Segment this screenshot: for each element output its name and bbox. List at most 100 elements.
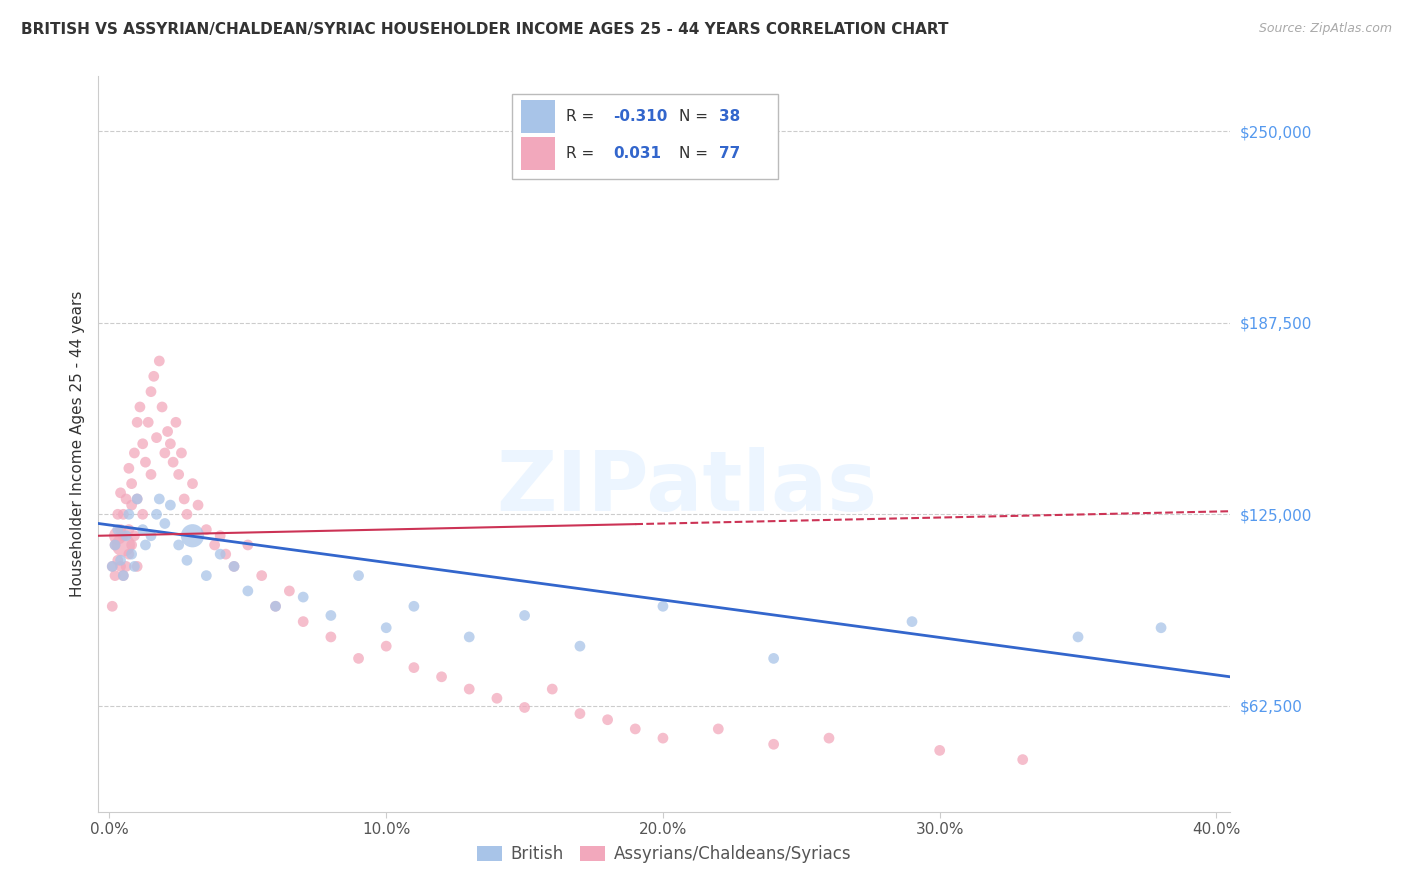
Point bbox=[173, 491, 195, 506]
Point bbox=[148, 354, 170, 368]
Point bbox=[568, 639, 591, 653]
Point bbox=[127, 491, 149, 506]
Point bbox=[375, 621, 398, 635]
Point bbox=[118, 461, 141, 475]
Point bbox=[129, 400, 152, 414]
Point bbox=[652, 599, 675, 614]
Point bbox=[112, 529, 135, 543]
Point bbox=[104, 568, 127, 582]
Text: 0.031: 0.031 bbox=[613, 145, 661, 161]
Point bbox=[118, 547, 141, 561]
Point bbox=[110, 553, 132, 567]
Point bbox=[292, 590, 315, 604]
Point bbox=[131, 508, 153, 522]
Point bbox=[124, 529, 146, 543]
Point bbox=[762, 651, 785, 665]
Point bbox=[513, 700, 536, 714]
Point bbox=[513, 608, 536, 623]
Point bbox=[104, 538, 127, 552]
FancyBboxPatch shape bbox=[512, 95, 778, 178]
Text: 38: 38 bbox=[718, 109, 740, 124]
Point bbox=[215, 547, 238, 561]
Point bbox=[195, 568, 218, 582]
Point bbox=[624, 722, 647, 736]
Text: 77: 77 bbox=[718, 145, 740, 161]
Point bbox=[101, 559, 124, 574]
Point bbox=[222, 559, 245, 574]
Point bbox=[402, 599, 425, 614]
Point bbox=[148, 491, 170, 506]
Point bbox=[112, 538, 135, 552]
Point bbox=[121, 498, 143, 512]
Point bbox=[124, 559, 146, 574]
Point bbox=[121, 476, 143, 491]
Text: R =: R = bbox=[565, 145, 599, 161]
Point bbox=[375, 639, 398, 653]
Point bbox=[145, 508, 167, 522]
Point bbox=[127, 559, 149, 574]
Point bbox=[159, 498, 181, 512]
Point bbox=[150, 400, 173, 414]
Point bbox=[347, 568, 370, 582]
Point bbox=[118, 508, 141, 522]
Text: R =: R = bbox=[565, 109, 599, 124]
Point bbox=[222, 559, 245, 574]
FancyBboxPatch shape bbox=[520, 136, 554, 169]
Point bbox=[118, 523, 141, 537]
Text: ZIPatlas: ZIPatlas bbox=[496, 448, 877, 528]
Point bbox=[167, 538, 190, 552]
Point bbox=[181, 476, 204, 491]
Point bbox=[162, 455, 184, 469]
Point bbox=[209, 547, 232, 561]
Point bbox=[112, 568, 135, 582]
Point bbox=[170, 446, 193, 460]
Point bbox=[1011, 753, 1033, 767]
Point bbox=[250, 568, 273, 582]
Point bbox=[278, 583, 301, 598]
Point bbox=[110, 559, 132, 574]
Point bbox=[292, 615, 315, 629]
Point bbox=[107, 529, 129, 543]
Text: N =: N = bbox=[679, 109, 713, 124]
FancyBboxPatch shape bbox=[520, 100, 554, 133]
Point bbox=[110, 485, 132, 500]
Point bbox=[319, 630, 342, 644]
Point bbox=[347, 651, 370, 665]
Point bbox=[115, 529, 138, 543]
Point bbox=[176, 508, 198, 522]
Point bbox=[101, 599, 124, 614]
Point bbox=[139, 529, 162, 543]
Point bbox=[134, 455, 156, 469]
Point bbox=[110, 523, 132, 537]
Point bbox=[142, 369, 165, 384]
Point bbox=[159, 436, 181, 450]
Point bbox=[112, 568, 135, 582]
Point bbox=[319, 608, 342, 623]
Point bbox=[818, 731, 841, 746]
Point bbox=[928, 743, 950, 757]
Point bbox=[104, 538, 127, 552]
Point bbox=[209, 529, 232, 543]
Text: -0.310: -0.310 bbox=[613, 109, 668, 124]
Point bbox=[236, 583, 259, 598]
Point bbox=[204, 538, 226, 552]
Point bbox=[187, 498, 209, 512]
Point bbox=[156, 425, 179, 439]
Point bbox=[131, 436, 153, 450]
Point bbox=[153, 446, 176, 460]
Point bbox=[264, 599, 287, 614]
Point bbox=[181, 529, 204, 543]
Point bbox=[121, 547, 143, 561]
Point bbox=[195, 523, 218, 537]
Point bbox=[121, 538, 143, 552]
Point bbox=[1067, 630, 1090, 644]
Point bbox=[485, 691, 508, 706]
Point bbox=[127, 415, 149, 429]
Point bbox=[131, 523, 153, 537]
Point bbox=[264, 599, 287, 614]
Point bbox=[115, 559, 138, 574]
Point bbox=[112, 508, 135, 522]
Text: N =: N = bbox=[679, 145, 713, 161]
Point bbox=[145, 431, 167, 445]
Legend: British, Assyrians/Chaldeans/Syriacs: British, Assyrians/Chaldeans/Syriacs bbox=[471, 838, 858, 870]
